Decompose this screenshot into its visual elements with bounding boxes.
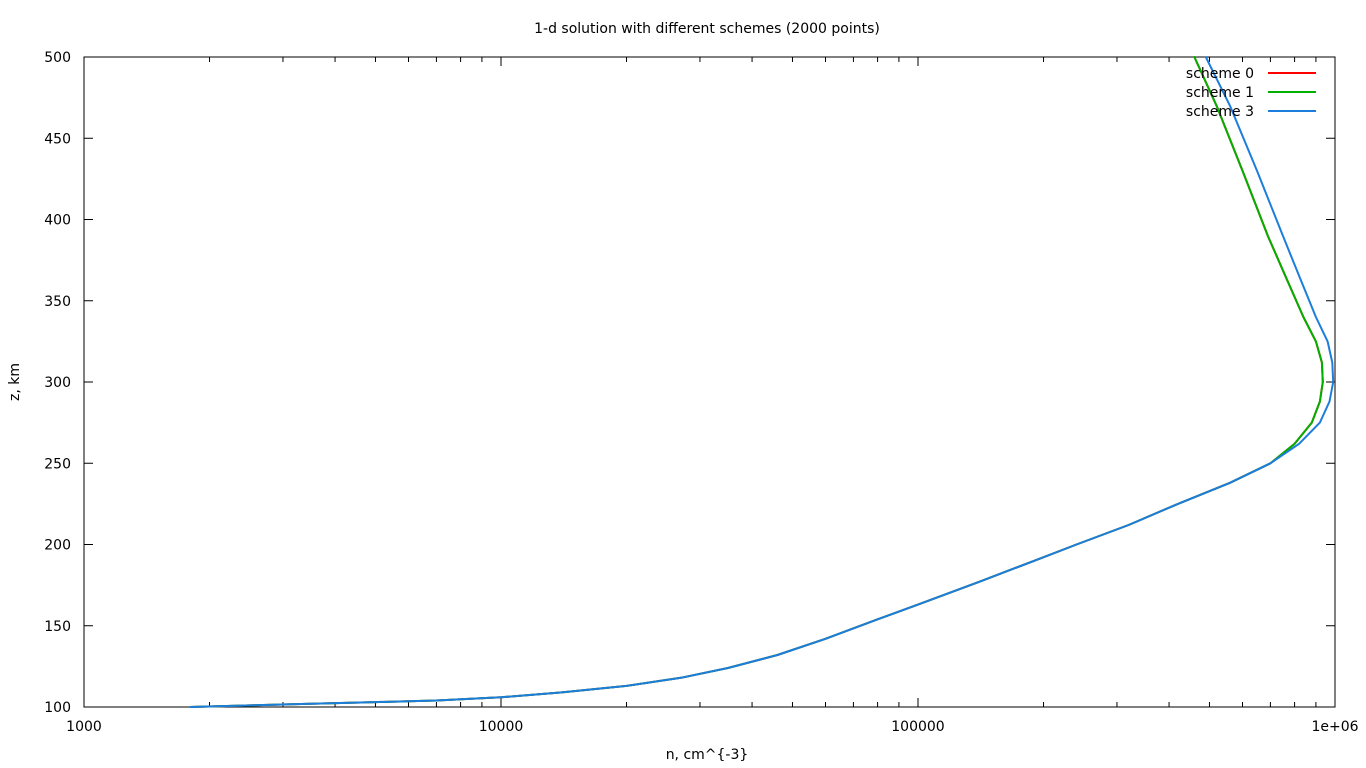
legend-label: scheme 0 (1186, 66, 1254, 82)
x-tick-label: 1000 (66, 719, 102, 735)
y-tick-label: 250 (44, 456, 71, 472)
plot-area (83, 56, 1336, 708)
series-line-2 (189, 56, 1324, 708)
y-tick-label: 450 (44, 131, 71, 147)
legend-label: scheme 1 (1186, 85, 1254, 101)
x-axis-label: n, cm^{-3} (666, 747, 749, 763)
y-tick-label: 500 (44, 50, 71, 66)
x-axis: 1000 10000 100000 1e+06 (66, 57, 1359, 735)
x-tick-label: 1e+06 (1311, 719, 1358, 735)
y-tick-label: 350 (44, 294, 71, 310)
y-tick-label: 150 (44, 619, 71, 635)
chart-title: 1-d solution with different schemes (200… (534, 21, 880, 37)
y-tick-label: 100 (44, 700, 71, 716)
y-tick-label: 300 (44, 375, 71, 391)
series-line-3 (189, 56, 1335, 708)
y-axis: 100 150 200 250 300 350 400 450 500 (44, 50, 1335, 716)
series-layer (189, 56, 1335, 708)
series-line-1 (189, 56, 1324, 708)
legend: scheme 0 scheme 1 scheme 3 (1186, 66, 1316, 120)
y-axis-label: z, km (7, 363, 23, 401)
y-tick-label: 200 (44, 538, 71, 554)
x-tick-label: 10000 (479, 719, 524, 735)
legend-label: scheme 3 (1186, 104, 1254, 120)
y-tick-label: 400 (44, 213, 71, 229)
plot-frame (83, 56, 1336, 708)
x-tick-label: 100000 (891, 719, 944, 735)
